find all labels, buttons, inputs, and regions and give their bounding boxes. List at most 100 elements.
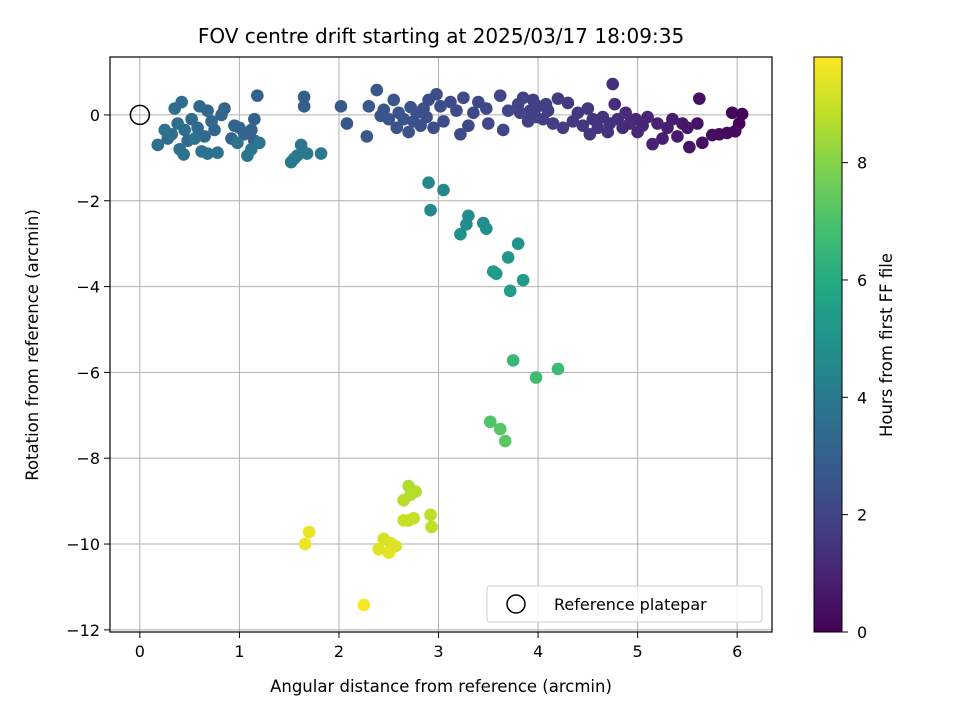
data-point bbox=[462, 119, 475, 132]
data-point bbox=[454, 127, 467, 141]
data-point bbox=[340, 117, 354, 130]
data-point bbox=[382, 546, 396, 559]
data-point bbox=[596, 110, 610, 124]
legend: Reference platepar bbox=[486, 585, 763, 623]
data-point bbox=[501, 251, 515, 264]
legend-entry-label: Reference platepar bbox=[554, 595, 707, 614]
plot-frame bbox=[109, 56, 773, 633]
data-point bbox=[177, 148, 190, 161]
data-point bbox=[424, 203, 437, 217]
y-tick-label: −4 bbox=[76, 278, 100, 297]
y-axis-label: Rotation from reference (arcmin) bbox=[23, 209, 42, 481]
data-point bbox=[390, 121, 404, 135]
data-point bbox=[437, 183, 450, 197]
data-point bbox=[566, 115, 580, 128]
data-point bbox=[298, 537, 312, 551]
data-point bbox=[185, 112, 198, 126]
colorbar-tick-label: 2 bbox=[857, 506, 867, 525]
data-point bbox=[472, 95, 485, 109]
colorbar-tick-label: 6 bbox=[857, 271, 867, 290]
x-axis-label: Angular distance from reference (arcmin) bbox=[270, 677, 612, 696]
data-point bbox=[511, 237, 525, 250]
data-point bbox=[158, 123, 172, 137]
data-point bbox=[583, 127, 597, 141]
x-tick-label: 4 bbox=[533, 642, 543, 661]
data-point bbox=[581, 102, 595, 115]
data-point bbox=[683, 140, 696, 154]
y-tick-label: −10 bbox=[66, 535, 100, 554]
data-point bbox=[671, 130, 684, 143]
data-point bbox=[511, 97, 525, 111]
data-point bbox=[168, 102, 182, 115]
legend-box bbox=[486, 585, 763, 623]
data-point bbox=[248, 112, 261, 126]
data-point bbox=[483, 415, 497, 429]
data-point bbox=[357, 598, 371, 612]
colorbar-tick-label: 8 bbox=[857, 154, 867, 173]
x-tick-label: 1 bbox=[234, 642, 244, 661]
data-point bbox=[676, 117, 689, 130]
data-point bbox=[479, 222, 493, 235]
y-axis-ticks: 0 −2 −4 −6 −8 −10 −12 bbox=[66, 106, 110, 640]
colorbar bbox=[813, 56, 843, 633]
data-point bbox=[460, 218, 473, 231]
legend-reference-icon bbox=[506, 594, 526, 614]
data-point bbox=[198, 130, 211, 143]
data-point bbox=[402, 125, 415, 139]
data-point bbox=[696, 136, 709, 150]
x-tick-label: 5 bbox=[633, 642, 643, 661]
y-tick-label: −6 bbox=[76, 363, 100, 382]
data-point bbox=[425, 520, 438, 534]
data-point bbox=[231, 136, 244, 150]
data-point bbox=[526, 93, 540, 107]
x-tick-label: 6 bbox=[732, 642, 742, 661]
data-point bbox=[656, 132, 669, 145]
data-point bbox=[546, 117, 560, 130]
data-point bbox=[501, 104, 515, 117]
data-point bbox=[228, 119, 241, 132]
data-point bbox=[651, 117, 664, 130]
data-point bbox=[586, 112, 600, 126]
data-point bbox=[661, 121, 674, 135]
data-point bbox=[506, 354, 520, 367]
data-point bbox=[691, 117, 704, 130]
data-point bbox=[397, 514, 410, 527]
data-point bbox=[362, 100, 376, 113]
x-tick-label: 2 bbox=[334, 642, 344, 661]
data-point bbox=[287, 152, 301, 165]
data-point bbox=[374, 109, 388, 123]
data-point bbox=[427, 121, 440, 135]
data-point bbox=[314, 147, 328, 160]
data-point bbox=[457, 91, 470, 105]
data-point bbox=[489, 267, 503, 280]
data-point bbox=[454, 227, 467, 241]
data-point bbox=[188, 132, 201, 145]
data-point bbox=[496, 123, 510, 137]
data-point bbox=[437, 115, 450, 128]
data-point bbox=[151, 138, 165, 152]
data-point bbox=[300, 147, 314, 160]
data-point bbox=[551, 92, 565, 105]
data-point bbox=[521, 115, 535, 128]
data-point bbox=[503, 284, 517, 298]
y-tick-label: −8 bbox=[76, 449, 100, 468]
chart-title: FOV centre drift starting at 2025/03/17 … bbox=[198, 24, 684, 48]
data-point bbox=[171, 117, 184, 130]
colorbar-ticks: 0 2 4 6 8 bbox=[842, 154, 867, 642]
data-point bbox=[397, 493, 410, 507]
data-point bbox=[601, 125, 615, 139]
data-point bbox=[434, 100, 447, 113]
data-point bbox=[493, 422, 507, 436]
data-point bbox=[201, 147, 214, 160]
data-point bbox=[387, 93, 401, 107]
x-tick-label: 0 bbox=[135, 642, 145, 661]
data-point bbox=[193, 100, 206, 113]
data-point bbox=[404, 100, 417, 114]
colorbar-label: Hours from first FF file bbox=[877, 253, 896, 437]
data-point bbox=[205, 115, 218, 128]
data-point bbox=[523, 104, 537, 117]
y-tick-label: −12 bbox=[66, 621, 100, 640]
reference-platepar-marker bbox=[129, 104, 151, 126]
data-point bbox=[422, 176, 435, 190]
